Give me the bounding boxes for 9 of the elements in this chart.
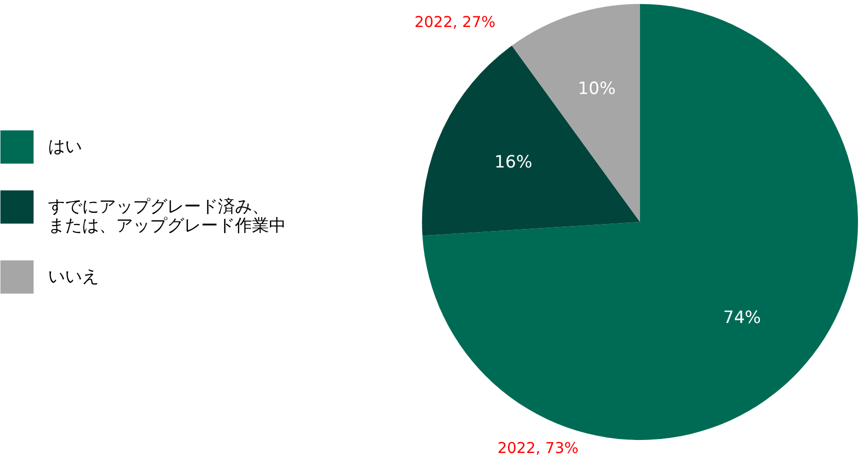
data-label: 16% <box>494 152 532 172</box>
text: 2022, 27% <box>414 13 496 31</box>
legend-label: すでにアップグレード済み、または、アップグレード作業中 <box>48 197 286 236</box>
data-label: 10% <box>578 78 616 99</box>
data-label: 74% <box>723 308 761 328</box>
text: 2022, 73% <box>497 439 579 457</box>
legend-label: はい <box>48 137 82 157</box>
legend-label: いいえ <box>48 267 99 287</box>
pie-slice <box>422 46 640 236</box>
